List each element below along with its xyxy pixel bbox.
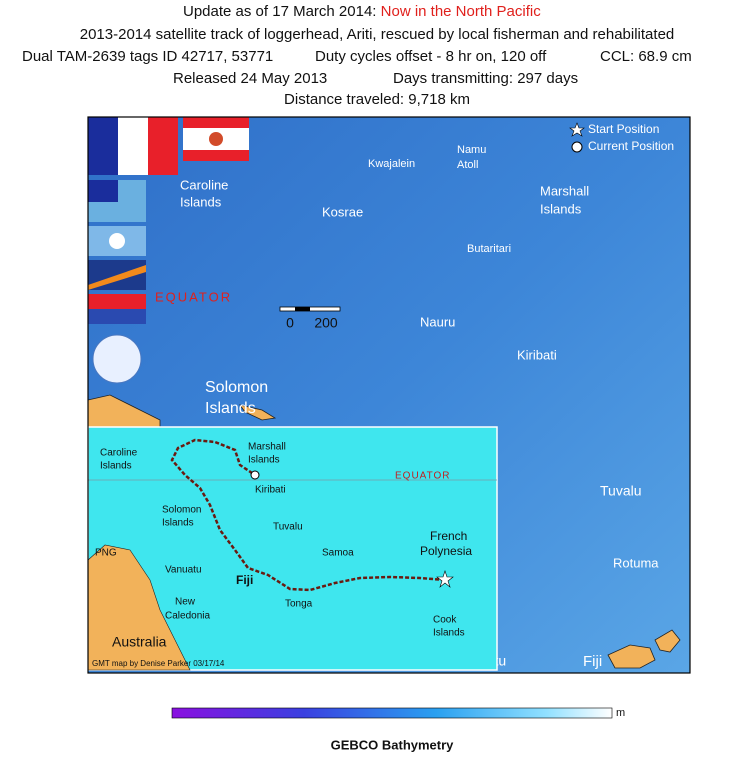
flag xyxy=(109,233,125,249)
scale-bar-seg xyxy=(295,307,310,311)
map-frame xyxy=(87,116,691,674)
legend: Start Position Current Position xyxy=(569,122,674,153)
inset-place: Marshall xyxy=(248,442,286,453)
inset-track xyxy=(170,438,446,592)
place: Tuvalu xyxy=(600,483,642,499)
days: Days transmitting: 297 days xyxy=(393,70,578,87)
place: Marshall xyxy=(540,183,589,198)
place: Namu xyxy=(457,144,486,156)
place: Kiribati xyxy=(517,347,557,362)
inset-place: Fiji xyxy=(236,573,253,587)
inset-place: Solomon xyxy=(162,505,201,516)
inset-place: Polynesia xyxy=(420,544,472,558)
inset-place: Islands xyxy=(433,628,465,639)
place: Islands xyxy=(180,194,222,209)
equator-label: EQUATOR xyxy=(155,289,232,304)
inset-credit: GMT map by Denise Parker 03/17/14 xyxy=(92,659,225,668)
inset-place: Caroline xyxy=(100,448,138,459)
inset-place: Tonga xyxy=(285,599,313,610)
place: Islands xyxy=(205,400,256,417)
place: Fiji xyxy=(583,653,602,670)
header: Update as of 17 March 2014: Now in the N… xyxy=(22,3,692,108)
released: Released 24 May 2013 xyxy=(173,70,327,87)
ccl: CCL: 68.9 cm xyxy=(600,48,692,65)
inset-place: Kiribati xyxy=(255,485,286,496)
inset-place: Cook xyxy=(433,615,457,626)
status: Now in the North Pacific xyxy=(381,3,542,20)
duty: Duty cycles offset - 8 hr on, 120 off xyxy=(315,48,547,65)
fiji-land xyxy=(607,644,656,669)
inset-equator-label: EQUATOR xyxy=(395,471,451,482)
distance: Distance traveled: 9,718 km xyxy=(284,91,470,108)
colorbar-title: GEBCO Bathymetry xyxy=(331,737,455,752)
scale-label: 200 xyxy=(314,315,338,331)
inset-place: Islands xyxy=(100,461,132,472)
colorbar: m GEBCO Bathymetry xyxy=(171,707,625,752)
solomon-land xyxy=(239,404,277,421)
place-labels: Kwajalein Namu Atoll Caroline Islands Ko… xyxy=(180,144,659,670)
fiji-land xyxy=(654,629,681,653)
inset-place: Tuvalu xyxy=(273,522,303,533)
inset-land xyxy=(87,544,191,671)
flag xyxy=(88,309,146,324)
inset-place: French xyxy=(430,529,467,543)
place: Caroline xyxy=(180,177,228,192)
place: Kwajalein xyxy=(368,158,415,170)
place: Islands xyxy=(540,201,582,216)
subtitle: 2013-2014 satellite track of loggerhead,… xyxy=(80,26,675,43)
inset-place: Australia xyxy=(112,634,167,650)
legend-label: Current Position xyxy=(588,139,674,153)
place: Atoll xyxy=(457,159,478,171)
place: Nauru xyxy=(420,314,455,329)
inset-place: New xyxy=(175,597,196,608)
scale-label: 0 xyxy=(286,315,294,331)
inset: Caroline Islands Marshall Islands Kiriba… xyxy=(87,426,498,671)
inset-place: Samoa xyxy=(322,548,354,559)
legend-star xyxy=(569,122,585,137)
flag xyxy=(209,132,223,146)
flag xyxy=(148,117,178,175)
place: Solomon xyxy=(205,379,268,396)
logo xyxy=(92,334,142,384)
colorbar-unit: m xyxy=(616,707,625,719)
inset-place: Caledonia xyxy=(165,611,210,622)
inset-current xyxy=(250,470,260,480)
inset-place: Vanuatu xyxy=(165,565,202,576)
inset-start xyxy=(436,570,454,588)
inset-place: Islands xyxy=(162,518,194,529)
flag xyxy=(118,117,148,175)
colorbar-ramp xyxy=(171,707,613,719)
flags xyxy=(88,117,249,384)
place: Kosrae xyxy=(322,204,363,219)
tags: Dual TAM-2639 tags ID 42717, 53771 xyxy=(22,48,273,65)
inset-place: Islands xyxy=(248,455,280,466)
legend-label: Start Position xyxy=(588,122,659,136)
land xyxy=(87,394,681,669)
inset-place: PNG xyxy=(95,548,117,559)
flag xyxy=(88,180,118,202)
legend-circle xyxy=(571,141,583,153)
update-date: Update as of 17 March 2014: xyxy=(183,3,376,20)
update: Update as of 17 March 2014: Now in the N… xyxy=(183,3,541,20)
place: Butaritari xyxy=(467,243,511,255)
flag xyxy=(88,265,146,290)
flag xyxy=(88,117,118,175)
place: Rotuma xyxy=(613,555,659,570)
scale-bar: 0 200 xyxy=(279,306,341,331)
